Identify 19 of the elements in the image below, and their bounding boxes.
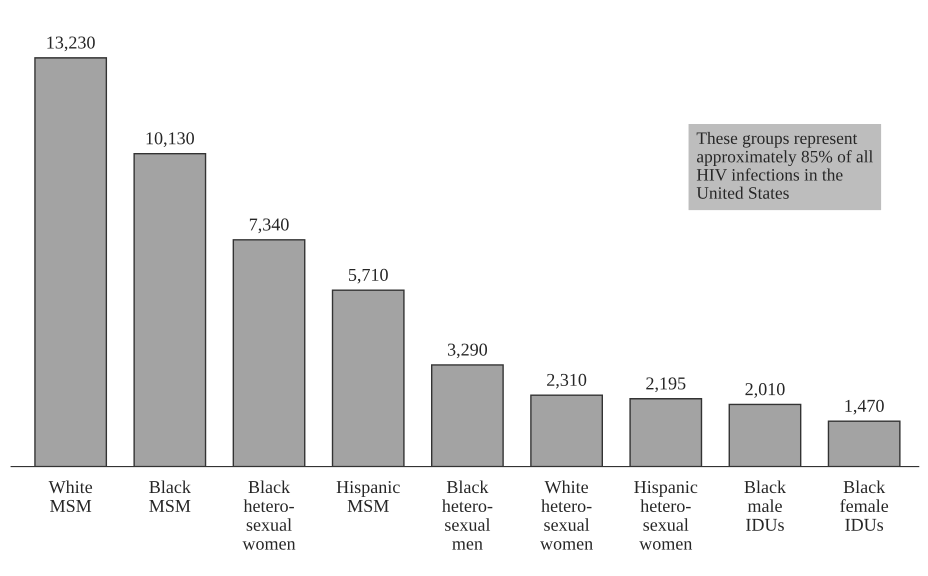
- annotation: These groups represent approximately 85% of all HIV infections in the United States: [696, 132, 873, 199]
- x-tick-label: Hispanic MSM: [336, 481, 400, 512]
- data-label: 2,010: [745, 383, 785, 398]
- data-label: 5,710: [348, 268, 388, 284]
- x-tick-label: Black female IDUs: [840, 480, 888, 531]
- x-tick-label: Black MSM: [149, 480, 191, 512]
- x-tick-label: Hispanic hetero- sexual women: [634, 481, 698, 550]
- x-tick-label: White MSM: [48, 480, 92, 512]
- x-tick-label: Black hetero- sexual women: [242, 480, 296, 550]
- x-tick-label: Black male IDUs: [744, 480, 786, 531]
- data-label: 2,195: [646, 377, 686, 392]
- data-label: 3,290: [448, 344, 488, 358]
- data-label: 13,230: [47, 36, 95, 52]
- data-label: 2,310: [547, 374, 586, 389]
- data-label: 10,130: [146, 132, 194, 148]
- x-tick-label: Black hetero- sexual men: [442, 480, 492, 550]
- x-tick-label: White hetero- sexual women: [540, 480, 593, 550]
- data-label: 1,470: [845, 400, 884, 415]
- data-label: 7,340: [250, 218, 289, 234]
